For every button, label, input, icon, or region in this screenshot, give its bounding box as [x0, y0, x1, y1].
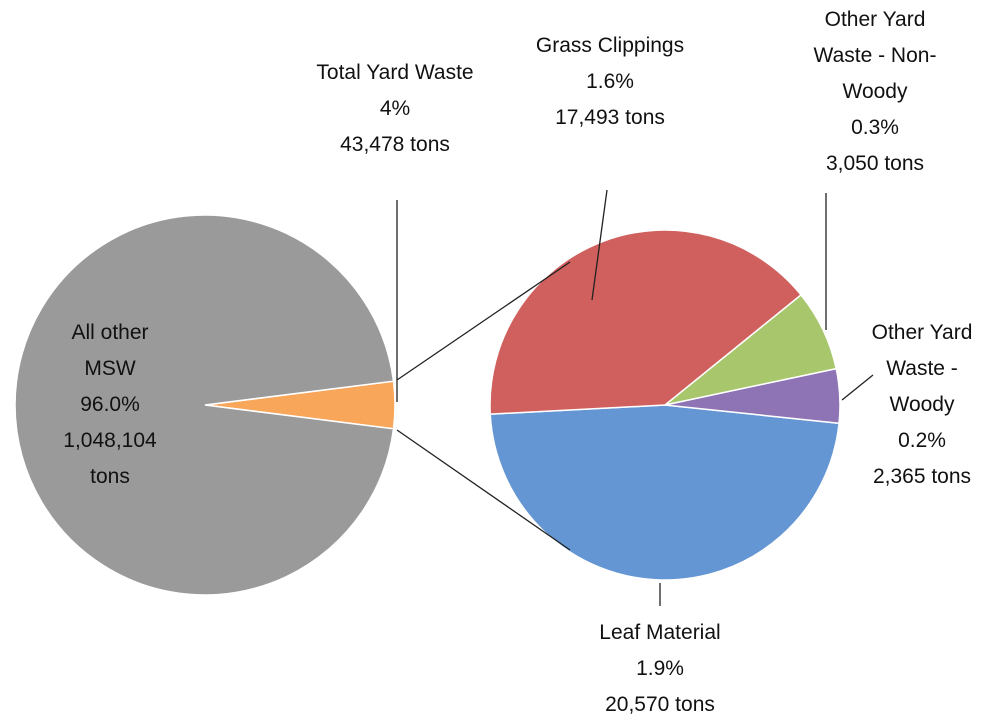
value-label: 1.9% — [636, 657, 684, 680]
slice-label: Leaf Material 1.9% 20,570 tons — [560, 615, 760, 723]
tons-label: 3,050 tons — [825, 152, 925, 175]
category-name: Total Yard Waste — [316, 61, 474, 84]
value-label: 0.3% — [851, 116, 899, 139]
slice-label: Other Yard Waste - Woody 0.2% 2,365 tons — [858, 315, 986, 495]
leader-line — [841, 374, 874, 401]
value-label: 4% — [379, 97, 411, 120]
tons-label: 20,570 tons — [605, 693, 715, 716]
connector-line — [396, 261, 571, 381]
leader-line — [591, 189, 608, 301]
connector-line — [396, 429, 571, 551]
category-name: All other MSW — [71, 321, 149, 380]
value-label: 0.2% — [898, 429, 946, 452]
slice-label: Grass Clippings 1.6% 17,493 tons — [530, 28, 690, 136]
category-name: Grass Clippings — [535, 34, 685, 57]
category-name: Leaf Material — [599, 621, 721, 644]
tons-label: 43,478 tons — [340, 133, 450, 156]
pie-slice — [489, 404, 840, 581]
slice-label: Other Yard Waste - Non-Woody 0.3% 3,050 to… — [800, 2, 950, 182]
pie-slice — [14, 214, 395, 596]
tons-label: 17,493 tons — [555, 106, 665, 129]
pie-slice — [489, 229, 803, 415]
tons-label: 2,365 tons — [872, 465, 972, 488]
slice-label: Total Yard Waste 4% 43,478 tons — [315, 55, 475, 163]
category-name: Other Yard Waste - Non-Woody — [813, 8, 937, 103]
value-label: 1.6% — [586, 70, 634, 93]
slice-label: All other MSW 96.0% 1,048,104 tons — [45, 315, 175, 495]
category-name: Other Yard Waste - Woody — [871, 321, 973, 416]
tons-label: 1,048,104 tons — [63, 429, 157, 488]
value-label: 96.0% — [80, 393, 140, 416]
